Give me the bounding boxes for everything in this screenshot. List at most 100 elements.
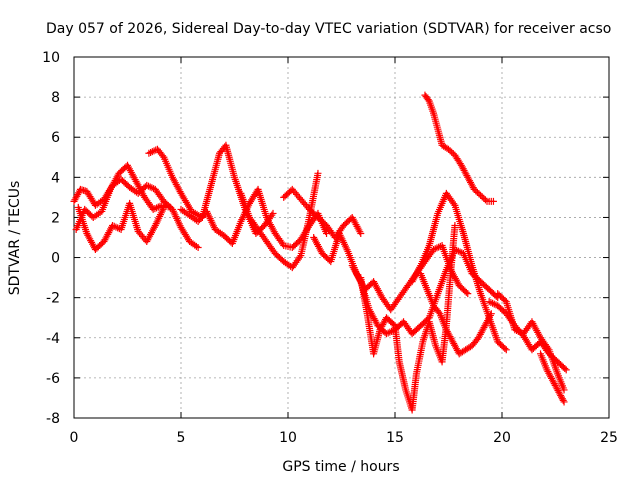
- data-point: [269, 209, 277, 217]
- y-tick-label: 4: [51, 170, 60, 186]
- data-layer: [70, 91, 570, 414]
- data-point: [451, 221, 459, 229]
- data-point: [462, 288, 470, 296]
- data-point: [430, 246, 438, 254]
- data-point: [145, 149, 153, 157]
- data-point: [477, 191, 485, 199]
- data-series: [421, 91, 497, 205]
- data-point: [146, 183, 154, 191]
- data-point: [557, 392, 565, 400]
- data-point: [424, 96, 432, 104]
- data-point: [559, 396, 567, 404]
- x-tick-label: 20: [493, 430, 511, 446]
- data-point: [143, 181, 151, 189]
- data-point: [557, 393, 565, 401]
- data-series: [408, 189, 510, 354]
- data-point: [388, 327, 396, 335]
- data-point: [109, 221, 117, 229]
- data-point: [514, 327, 522, 335]
- data-point: [445, 145, 452, 153]
- data-point: [435, 308, 443, 316]
- data-point: [481, 196, 489, 204]
- y-tick-label: -8: [46, 411, 60, 427]
- x-tick-label: 5: [177, 430, 186, 446]
- data-series: [145, 141, 277, 237]
- data-point: [296, 253, 304, 261]
- data-point: [431, 245, 439, 253]
- data-point: [501, 344, 509, 352]
- tick-layer: 0 5 10 15 20 25 -8 -6 -4 -2 0 2 4 6 8 10: [42, 50, 618, 446]
- data-point: [386, 328, 394, 336]
- data-point: [446, 147, 454, 155]
- data-point: [453, 246, 461, 254]
- data-point: [472, 187, 480, 195]
- y-tick-label: -2: [46, 291, 60, 307]
- data-point: [560, 386, 568, 394]
- data-point: [487, 298, 495, 306]
- data-series: [74, 199, 168, 254]
- data-series: [417, 270, 495, 358]
- data-series: [357, 221, 459, 414]
- data-series: [280, 185, 365, 241]
- data-point: [160, 203, 168, 211]
- y-tick-label: 10: [42, 50, 60, 66]
- data-point: [149, 205, 157, 213]
- chart-title: Day 057 of 2026, Sidereal Day-to-day VTE…: [46, 21, 611, 37]
- data-point: [544, 344, 552, 352]
- data-point: [464, 290, 472, 298]
- y-tick-label: 0: [51, 251, 60, 267]
- data-point: [159, 152, 167, 160]
- data-point: [382, 330, 390, 338]
- data-point: [194, 244, 202, 252]
- data-point: [558, 395, 566, 403]
- data-point: [314, 169, 322, 177]
- data-point: [560, 398, 568, 406]
- data-point: [147, 148, 155, 156]
- data-point: [489, 299, 497, 307]
- data-point: [448, 148, 456, 156]
- data-point: [486, 311, 494, 319]
- data-point: [390, 320, 398, 328]
- data-series: [494, 290, 568, 394]
- y-tick-label: 6: [51, 130, 60, 146]
- data-point: [556, 390, 564, 398]
- data-point: [144, 182, 152, 190]
- x-tick-label: 15: [386, 430, 404, 446]
- data-point: [357, 229, 365, 237]
- data-point: [490, 300, 498, 308]
- data-point: [473, 188, 481, 196]
- data-point: [166, 203, 174, 211]
- plot-frame: [73, 56, 610, 419]
- data-point: [456, 248, 464, 256]
- data-series: [237, 169, 322, 272]
- data-series: [537, 350, 568, 406]
- data-point: [152, 146, 160, 154]
- data-point: [478, 193, 486, 201]
- data-point: [489, 197, 497, 205]
- data-point: [151, 205, 159, 213]
- data-point: [323, 229, 331, 237]
- data-point: [433, 244, 441, 252]
- data-point: [480, 194, 488, 202]
- data-point: [192, 242, 200, 250]
- data-point: [110, 222, 118, 230]
- grid-layer: [74, 57, 609, 418]
- data-point: [470, 185, 478, 193]
- y-tick-label: -6: [46, 371, 60, 387]
- y-tick-label: 2: [51, 210, 60, 226]
- data-point: [487, 310, 495, 318]
- data-point: [384, 329, 392, 337]
- data-point: [511, 326, 519, 334]
- data-point: [502, 346, 510, 354]
- data-point: [485, 298, 493, 306]
- data-point: [562, 366, 570, 374]
- y-axis-label: SDTVAR / TECUs: [7, 181, 23, 296]
- data-point: [148, 148, 156, 156]
- x-tick-label: 25: [600, 430, 618, 446]
- data-point: [561, 365, 569, 373]
- data-point: [475, 190, 483, 198]
- y-tick-label: 8: [51, 90, 60, 106]
- data-point: [148, 184, 156, 192]
